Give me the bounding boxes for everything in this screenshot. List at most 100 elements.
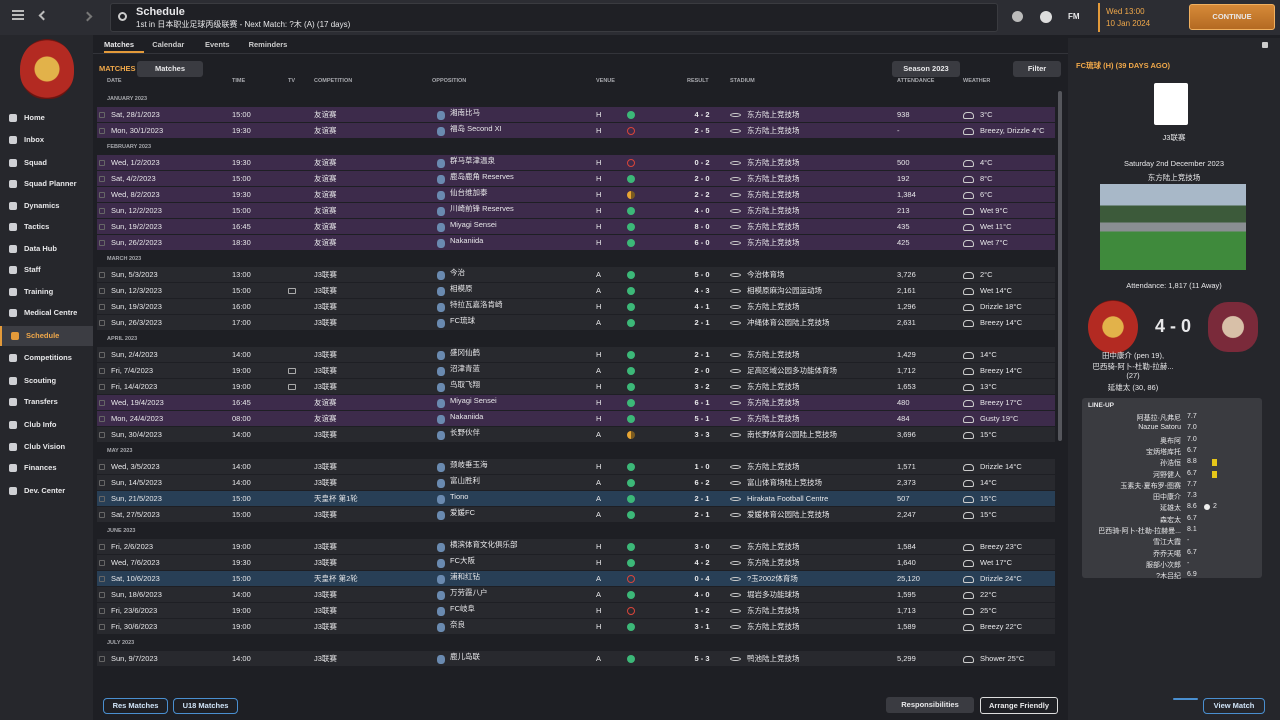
match-opposition[interactable]: FC岐阜 <box>450 604 475 613</box>
nav-item[interactable]: Dev. Center <box>0 481 93 501</box>
match-row[interactable]: Sun, 19/2/2023 16:45 友谊赛 Miyagi Sensei H 8 - … <box>97 219 1055 235</box>
match-opposition[interactable]: 颈岐垂玉海 <box>450 460 488 469</box>
match-opposition[interactable]: 沼津青蓝 <box>450 364 480 373</box>
column-header[interactable]: RESULT <box>687 78 709 84</box>
column-header[interactable]: TV <box>288 78 296 84</box>
help-icon[interactable] <box>1040 11 1052 23</box>
match-row[interactable]: Sun, 19/3/2023 16:00 J3联赛 特拉瓦嘉洛肯崎 H 4 - 1 东方陆上… <box>97 299 1055 315</box>
back-icon[interactable] <box>38 10 49 21</box>
match-row[interactable]: Fri, 14/4/2023 19:00 J3联赛 鸟取飞翔 H 3 - 2 东方陆上竞技场… <box>97 379 1055 395</box>
match-opposition[interactable]: 川崎前锋 Reserves <box>450 204 514 213</box>
tab[interactable]: Events <box>205 40 230 49</box>
match-opposition[interactable]: 今治 <box>450 268 465 277</box>
arrange-friendly-button[interactable]: Arrange Friendly <box>980 697 1058 714</box>
column-header[interactable]: DATE <box>107 78 122 84</box>
match-row[interactable]: Sat, 28/1/2023 15:00 友谊赛 湘南比马 H 4 - 2 东方陆上竞技场 9… <box>97 107 1055 123</box>
match-row[interactable]: Sun, 18/6/2023 14:00 J3联赛 万劳霞八户 A 4 - 0 堀岩多功能球… <box>97 587 1055 603</box>
match-row[interactable]: Sun, 26/2/2023 18:30 友谊赛 Nakaniida H 6 - 0 东方陆… <box>97 235 1055 251</box>
nav-item[interactable]: Tactics <box>0 217 93 237</box>
match-opposition[interactable]: 福岛 Second XI <box>450 124 502 133</box>
nav-item[interactable]: Staff <box>0 260 93 280</box>
column-header[interactable]: ATTENDANCE <box>897 78 935 84</box>
nav-item[interactable]: Medical Centre <box>0 303 93 323</box>
res-matches-button[interactable]: Res Matches <box>103 698 168 714</box>
match-row[interactable]: Wed, 8/2/2023 19:30 友谊赛 仙台维加泰 H 2 - 2 东方陆上竞技场 1… <box>97 187 1055 203</box>
match-row[interactable]: Sun, 14/5/2023 14:00 J3联赛 富山胜利 A 6 - 2 富山体育场陆上… <box>97 475 1055 491</box>
match-row[interactable]: Wed, 3/5/2023 14:00 J3联赛 颈岐垂玉海 H 1 - 0 东方陆上竞技场… <box>97 459 1055 475</box>
nav-item[interactable]: Squad <box>0 153 93 173</box>
match-row[interactable]: Sun, 2/4/2023 14:00 J3联赛 盛冈仙鹤 H 2 - 1 东方陆上竞技场 1… <box>97 347 1055 363</box>
nav-item[interactable]: Finances <box>0 458 93 478</box>
match-row[interactable]: Sat, 10/6/2023 15:00 天皇杯 第2轮 浦和红钻 A 0 - 4 ?玉20… <box>97 571 1055 587</box>
column-header[interactable]: WEATHER <box>963 78 991 84</box>
nav-item[interactable]: Data Hub <box>0 239 93 259</box>
match-opposition[interactable]: 长野伙伴 <box>450 428 480 437</box>
nav-item[interactable]: Training <box>0 282 93 302</box>
match-opposition[interactable]: 万劳霞八户 <box>450 588 488 597</box>
filter-dropdown[interactable]: Filter <box>1013 61 1061 77</box>
match-row[interactable]: Mon, 30/1/2023 19:30 友谊赛 福岛 Second XI H 2 - 5… <box>97 123 1055 139</box>
match-opposition[interactable]: Miyagi Sensei <box>450 220 497 229</box>
menu-icon[interactable] <box>12 10 24 12</box>
match-row[interactable]: Fri, 30/6/2023 19:00 J3联赛 奈良 H 3 - 1 东方陆上竞技场 1,… <box>97 619 1055 635</box>
nav-item[interactable]: Scouting <box>0 371 93 391</box>
match-row[interactable]: Sun, 12/3/2023 15:00 J3联赛 相模原 A 4 - 3 相模原麻沟公园运… <box>97 283 1055 299</box>
match-opposition[interactable]: 鹿儿岛联 <box>450 652 480 661</box>
match-row[interactable]: Mon, 24/4/2023 08:00 友谊赛 Nakaniida H 5 - 1 东方陆… <box>97 411 1055 427</box>
nav-item[interactable]: Competitions <box>0 348 93 368</box>
nav-item[interactable]: Schedule <box>0 326 93 346</box>
search-box[interactable]: Schedule 1st in 日本职业足球丙级联赛 - Next Match:… <box>110 3 998 32</box>
column-header[interactable]: VENUE <box>596 78 615 84</box>
match-opposition[interactable]: Miyagi Sensei <box>450 396 497 405</box>
match-row[interactable]: Sun, 26/3/2023 17:00 J3联赛 FC琉球 A 2 - 1 冲绳体育公园陆… <box>97 315 1055 331</box>
match-opposition[interactable]: 奈良 <box>450 620 465 629</box>
match-opposition[interactable]: 浦和红钻 <box>450 572 480 581</box>
match-row[interactable]: Sun, 5/3/2023 13:00 J3联赛 今治 A 5 - 0 今治体育场 3,726… <box>97 267 1055 283</box>
match-row[interactable]: Sun, 21/5/2023 15:00 天皇杯 第1轮 Tiono A 2 - 1 Hir… <box>97 491 1055 507</box>
match-row[interactable]: Fri, 2/6/2023 19:00 J3联赛 横滨体育文化俱乐部 H 3 - 0 东方陆… <box>97 539 1055 555</box>
nav-item[interactable]: Home <box>0 108 93 128</box>
view-dropdown[interactable]: Matches <box>137 61 203 77</box>
season-dropdown[interactable]: Season 2023 <box>892 61 960 77</box>
tab[interactable]: Reminders <box>248 40 288 49</box>
match-opposition[interactable]: Nakaniida <box>450 412 484 421</box>
match-row[interactable]: Sun, 9/7/2023 14:00 J3联赛 鹿儿岛联 A 5 - 3 鸭池陆上竞技场 5… <box>97 651 1055 667</box>
match-row[interactable]: Sun, 12/2/2023 15:00 友谊赛 川崎前锋 Reserves H 4 - … <box>97 203 1055 219</box>
nav-item[interactable]: Squad Planner <box>0 174 93 194</box>
responsibilities-button[interactable]: Responsibilities <box>886 697 974 713</box>
match-opposition[interactable]: 鸟取飞翔 <box>450 380 480 389</box>
match-row[interactable]: Wed, 1/2/2023 19:30 友谊赛 群马草津温泉 H 0 - 2 东方陆上竞技场… <box>97 155 1055 171</box>
match-row[interactable]: Sat, 4/2/2023 15:00 友谊赛 鹿岛鹿角 Reserves H 2 - 0… <box>97 171 1055 187</box>
next-match-button[interactable] <box>1173 698 1198 700</box>
nav-item[interactable]: Club Info <box>0 415 93 435</box>
column-header[interactable]: TIME <box>232 78 246 84</box>
match-opposition[interactable]: 特拉瓦嘉洛肯崎 <box>450 300 503 309</box>
column-header[interactable]: OPPOSITION <box>432 78 467 84</box>
match-opposition[interactable]: 仙台维加泰 <box>450 188 488 197</box>
column-header[interactable]: STADIUM <box>730 78 755 84</box>
match-opposition[interactable]: 相模原 <box>450 284 473 293</box>
view-match-button[interactable]: View Match <box>1203 698 1265 714</box>
match-row[interactable]: Fri, 7/4/2023 19:00 J3联赛 沼津青蓝 A 2 - 0 足高区域公园多功… <box>97 363 1055 379</box>
match-opposition[interactable]: Nakaniida <box>450 236 484 245</box>
match-opposition[interactable]: FC大阪 <box>450 556 475 565</box>
column-header[interactable]: COMPETITION <box>314 78 353 84</box>
forward-icon[interactable] <box>82 11 93 22</box>
match-opposition[interactable]: 盛冈仙鹤 <box>450 348 480 357</box>
nav-item[interactable]: Transfers <box>0 392 93 412</box>
match-row[interactable]: Sat, 27/5/2023 15:00 J3联赛 爱媛FC A 2 - 1 爱媛体育公园陆… <box>97 507 1055 523</box>
tab[interactable]: Matches <box>104 38 145 53</box>
match-row[interactable]: Sun, 30/4/2023 14:00 J3联赛 长野伙伴 A 3 - 3 南长野体育公园… <box>97 427 1055 443</box>
match-row[interactable]: Wed, 7/6/2023 19:30 J3联赛 FC大阪 H 4 - 2 东方陆上竞技场 1… <box>97 555 1055 571</box>
match-opposition[interactable]: 群马草津温泉 <box>450 156 495 165</box>
match-opposition[interactable]: 湘南比马 <box>450 108 480 117</box>
scrollbar[interactable] <box>1058 91 1062 441</box>
tab[interactable]: Calendar <box>152 40 185 49</box>
match-opposition[interactable]: 爱媛FC <box>450 508 475 517</box>
match-opposition[interactable]: 鹿岛鹿角 Reserves <box>450 172 514 181</box>
match-row[interactable]: Fri, 23/6/2023 19:00 J3联赛 FC岐阜 H 1 - 2 东方陆上竞技场… <box>97 603 1055 619</box>
match-opposition[interactable]: Tiono <box>450 492 469 501</box>
match-opposition[interactable]: 富山胜利 <box>450 476 480 485</box>
u18-matches-button[interactable]: U18 Matches <box>173 698 238 714</box>
match-opposition[interactable]: FC琉球 <box>450 316 475 325</box>
